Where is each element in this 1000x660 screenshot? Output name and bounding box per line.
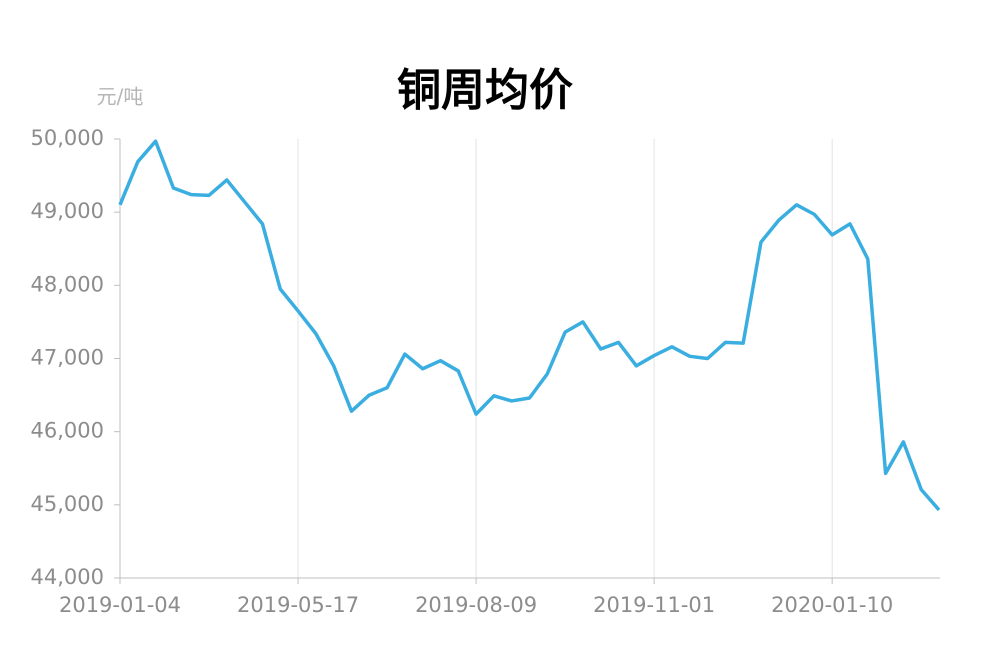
y-tick-label: 44,000	[31, 565, 104, 589]
y-axis-label: 元/吨	[97, 85, 144, 109]
x-tick-label: 2019-11-01	[593, 593, 715, 617]
y-tick-label: 50,000	[31, 126, 104, 150]
x-tick-label: 2019-05-17	[237, 593, 359, 617]
y-tick-label: 46,000	[31, 419, 104, 443]
line	[118, 139, 941, 512]
chart-title: 铜周均价	[397, 65, 573, 116]
y-tick-label: 49,000	[31, 199, 104, 223]
x-tick-label: 2020-01-10	[771, 593, 893, 617]
y-tick-label: 47,000	[31, 346, 104, 370]
y-tick-label: 45,000	[31, 492, 104, 516]
x-tick-label: 2019-08-09	[415, 593, 537, 617]
y-tick-label: 48,000	[31, 272, 104, 296]
x-tick-label: 2019-01-04	[59, 593, 181, 617]
